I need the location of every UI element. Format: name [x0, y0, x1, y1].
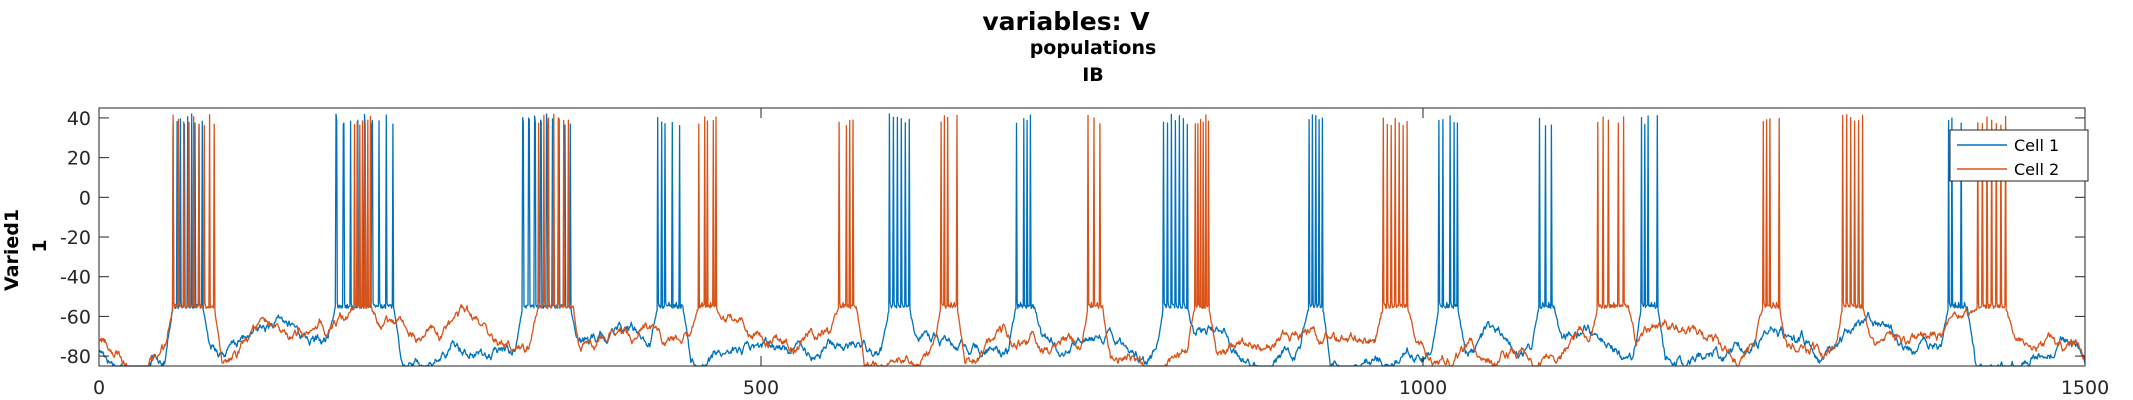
series-line-cell-1: [98, 113, 2086, 367]
y-axis-label-line-2: 1: [29, 239, 51, 252]
chart-title: variables: V: [982, 7, 1150, 36]
legend-label-cell-1: Cell 1: [2014, 136, 2059, 155]
series-line-cell-2: [99, 113, 2086, 367]
y-tick-label: -40: [60, 267, 91, 289]
x-tick-label: 0: [93, 377, 105, 399]
legend-box: [1949, 129, 2089, 182]
y-tick-label: 0: [79, 187, 91, 209]
y-axis-label-line-1: Varied1: [1, 209, 23, 291]
y-tick-label: -80: [60, 346, 91, 368]
legend: Cell 1 Cell 2: [1949, 129, 2089, 182]
y-tick-label: 40: [67, 108, 91, 130]
y-tick-label: -20: [60, 227, 91, 249]
y-axis: 40 20 0 -20 -40 -60 -80: [60, 108, 2085, 368]
chart-subtitle-line-1: populations: [1030, 37, 1157, 59]
y-tick-label: -60: [60, 306, 91, 328]
y-tick-label: 20: [67, 148, 91, 170]
x-axis: 0 500 1000 1500: [93, 108, 2109, 399]
x-tick-label: 500: [743, 377, 779, 399]
legend-label-cell-2: Cell 2: [2014, 160, 2059, 179]
chart-subtitle-line-2: IB: [1082, 64, 1104, 86]
x-tick-label: 1000: [1399, 377, 1447, 399]
series-layer: [98, 113, 2086, 367]
x-tick-label: 1500: [2061, 377, 2109, 399]
